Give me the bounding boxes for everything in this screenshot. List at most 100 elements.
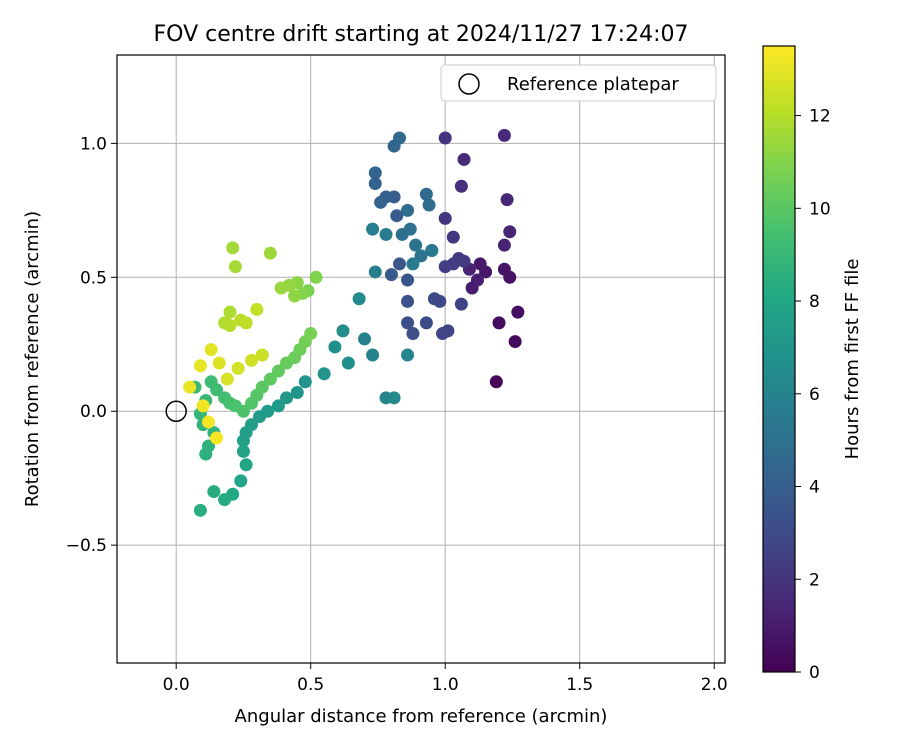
data-point	[368, 177, 382, 191]
colorbar-tick-label: 10	[809, 199, 831, 219]
data-point	[457, 152, 471, 166]
data-point	[379, 227, 393, 241]
colorbar-label: Hours from first FF file	[842, 259, 863, 460]
data-point	[263, 372, 277, 386]
colorbar-tick-label: 6	[809, 385, 820, 405]
y-tick-label: 1.0	[80, 134, 107, 154]
data-point	[374, 195, 388, 209]
data-point	[309, 270, 323, 284]
data-point	[390, 209, 404, 223]
data-point	[438, 211, 452, 225]
y-axis-ticks: −0.5 0.0 0.5 1.0	[66, 134, 117, 556]
data-point	[438, 260, 452, 274]
grid	[117, 55, 725, 663]
data-point	[392, 131, 406, 145]
data-point	[255, 380, 269, 394]
data-point	[454, 179, 468, 193]
data-point	[497, 128, 511, 142]
data-point	[255, 348, 269, 362]
data-point	[290, 385, 304, 399]
colorbar-tick-label: 8	[809, 292, 820, 312]
data-point	[201, 439, 215, 453]
data-point	[401, 273, 415, 287]
data-point	[403, 222, 417, 236]
data-point	[239, 458, 253, 472]
x-tick-label: 1.5	[566, 675, 593, 695]
plot-area	[116, 54, 726, 664]
data-point	[271, 399, 285, 413]
data-point	[245, 353, 259, 367]
data-point	[223, 319, 237, 333]
x-tick-label: 0.0	[163, 675, 190, 695]
data-point	[492, 316, 506, 330]
data-point	[392, 257, 406, 271]
data-point	[234, 474, 248, 488]
data-point	[298, 375, 312, 389]
x-axis-ticks: 0.0 0.5 1.0 1.5 2.0	[163, 663, 728, 695]
colorbar: 0 2 4 6 8 10 12 Hours from first FF file	[762, 45, 863, 683]
data-point	[207, 485, 221, 499]
data-point	[387, 391, 401, 405]
data-point	[446, 230, 460, 244]
data-point	[425, 244, 439, 258]
data-point	[317, 367, 331, 381]
chart-title: FOV centre drift starting at 2024/11/27 …	[154, 22, 689, 47]
data-point	[473, 257, 487, 271]
data-point	[274, 281, 288, 295]
data-point	[438, 131, 452, 145]
y-tick-label: −0.5	[66, 536, 107, 556]
x-tick-label: 1.0	[432, 675, 459, 695]
data-point	[368, 265, 382, 279]
data-point	[503, 225, 517, 239]
data-point	[223, 305, 237, 319]
reference-platepar-marker	[165, 400, 187, 422]
data-point	[201, 415, 215, 429]
data-point	[263, 246, 277, 260]
data-point	[470, 273, 484, 287]
data-point	[358, 332, 372, 346]
y-tick-label: 0.0	[80, 402, 107, 422]
data-point	[210, 383, 224, 397]
data-point	[401, 316, 415, 330]
data-point	[384, 268, 398, 282]
data-point	[457, 254, 471, 268]
y-axis-label: Rotation from reference (arcmin)	[22, 211, 43, 507]
data-point	[226, 241, 240, 255]
data-point	[279, 391, 293, 405]
data-point	[228, 260, 242, 274]
data-point	[193, 359, 207, 373]
y-tick-label: 0.5	[80, 268, 107, 288]
x-tick-label: 0.5	[297, 675, 324, 695]
data-point	[366, 222, 380, 236]
data-point	[236, 404, 250, 418]
data-point	[436, 327, 450, 341]
data-point	[401, 294, 415, 308]
plot-background	[117, 55, 725, 663]
data-point	[497, 238, 511, 252]
data-point	[236, 444, 250, 458]
data-point	[250, 302, 264, 316]
colorbar-tick-label: 12	[809, 107, 831, 127]
data-point	[304, 327, 318, 341]
legend-box	[440, 64, 717, 102]
data-point	[218, 493, 232, 507]
plot-frame	[116, 54, 726, 664]
data-point	[406, 257, 420, 271]
data-point	[414, 249, 428, 263]
data-point	[511, 305, 525, 319]
data-point	[196, 399, 210, 413]
data-point	[220, 372, 234, 386]
legend: Reference platepar	[440, 64, 717, 102]
colorbar-tick-label: 0	[809, 663, 820, 683]
data-point	[409, 238, 423, 252]
data-point	[193, 503, 207, 517]
data-point	[489, 375, 503, 389]
data-point	[212, 356, 226, 370]
data-point	[500, 193, 514, 207]
data-point	[419, 316, 433, 330]
data-point	[336, 324, 350, 338]
legend-marker-icon	[458, 73, 480, 95]
data-point	[419, 187, 433, 201]
data-point	[288, 289, 302, 303]
